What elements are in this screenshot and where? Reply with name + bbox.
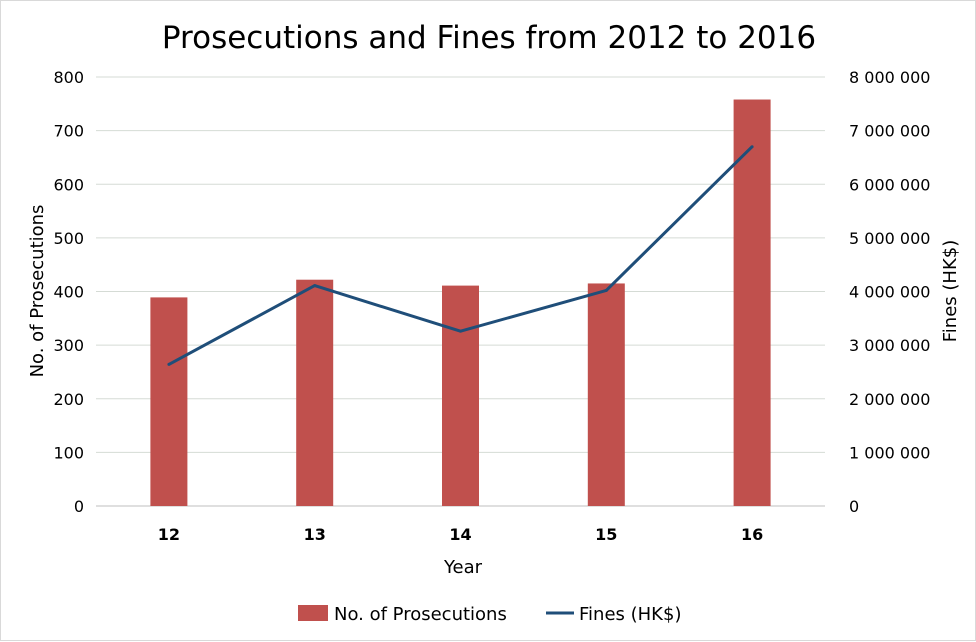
y2-tick-label: 2 000 000 <box>849 390 930 409</box>
x-tick-label: 15 <box>595 525 617 544</box>
y-tick-label: 200 <box>53 390 84 409</box>
fines-point-15 <box>604 288 608 292</box>
x-tick-label: 14 <box>449 525 471 544</box>
fines-point-16 <box>750 145 754 149</box>
y-tick-label: 800 <box>53 68 84 87</box>
bar-12 <box>150 297 188 506</box>
y2-tick-label: 6 000 000 <box>849 175 930 194</box>
x-tick-label: 12 <box>158 525 180 544</box>
y2-tick-label: 8 000 000 <box>849 68 930 87</box>
y2-tick-label: 0 <box>849 497 859 516</box>
legend-fines: Fines (HK$) <box>579 604 681 625</box>
y-tick-label: 100 <box>53 443 84 462</box>
y-axis-label: No. of Prosecutions <box>27 205 48 378</box>
chart-title: Prosecutions and Fines from 2012 to 2016 <box>162 20 816 56</box>
x-axis-label: Year <box>443 557 483 578</box>
legend-prosecutions: No. of Prosecutions <box>334 604 507 625</box>
y2-axis-label: Fines (HK$) <box>940 240 961 342</box>
y2-tick-label: 4 000 000 <box>849 283 930 302</box>
bar-13 <box>296 279 334 506</box>
bar-16 <box>733 99 771 507</box>
y-tick-label: 600 <box>53 175 84 194</box>
y-tick-label: 0 <box>74 497 84 516</box>
x-tick-label: 13 <box>304 525 326 544</box>
y2-tick-label: 5 000 000 <box>849 229 930 248</box>
legend-bar-swatch <box>298 605 328 621</box>
y-tick-label: 300 <box>53 336 84 355</box>
bar-14 <box>442 285 479 506</box>
fines-point-13 <box>313 284 317 288</box>
y-tick-label: 400 <box>53 283 84 302</box>
y-tick-label: 700 <box>53 122 84 141</box>
y2-tick-label: 1 000 000 <box>849 443 930 462</box>
y2-tick-label: 7 000 000 <box>849 122 930 141</box>
fines-point-14 <box>459 329 462 333</box>
y2-tick-label: 3 000 000 <box>849 336 930 355</box>
x-tick-label: 16 <box>741 525 763 544</box>
y-tick-label: 500 <box>53 229 84 248</box>
fines-point-12 <box>167 362 171 366</box>
bar-15 <box>587 283 625 506</box>
